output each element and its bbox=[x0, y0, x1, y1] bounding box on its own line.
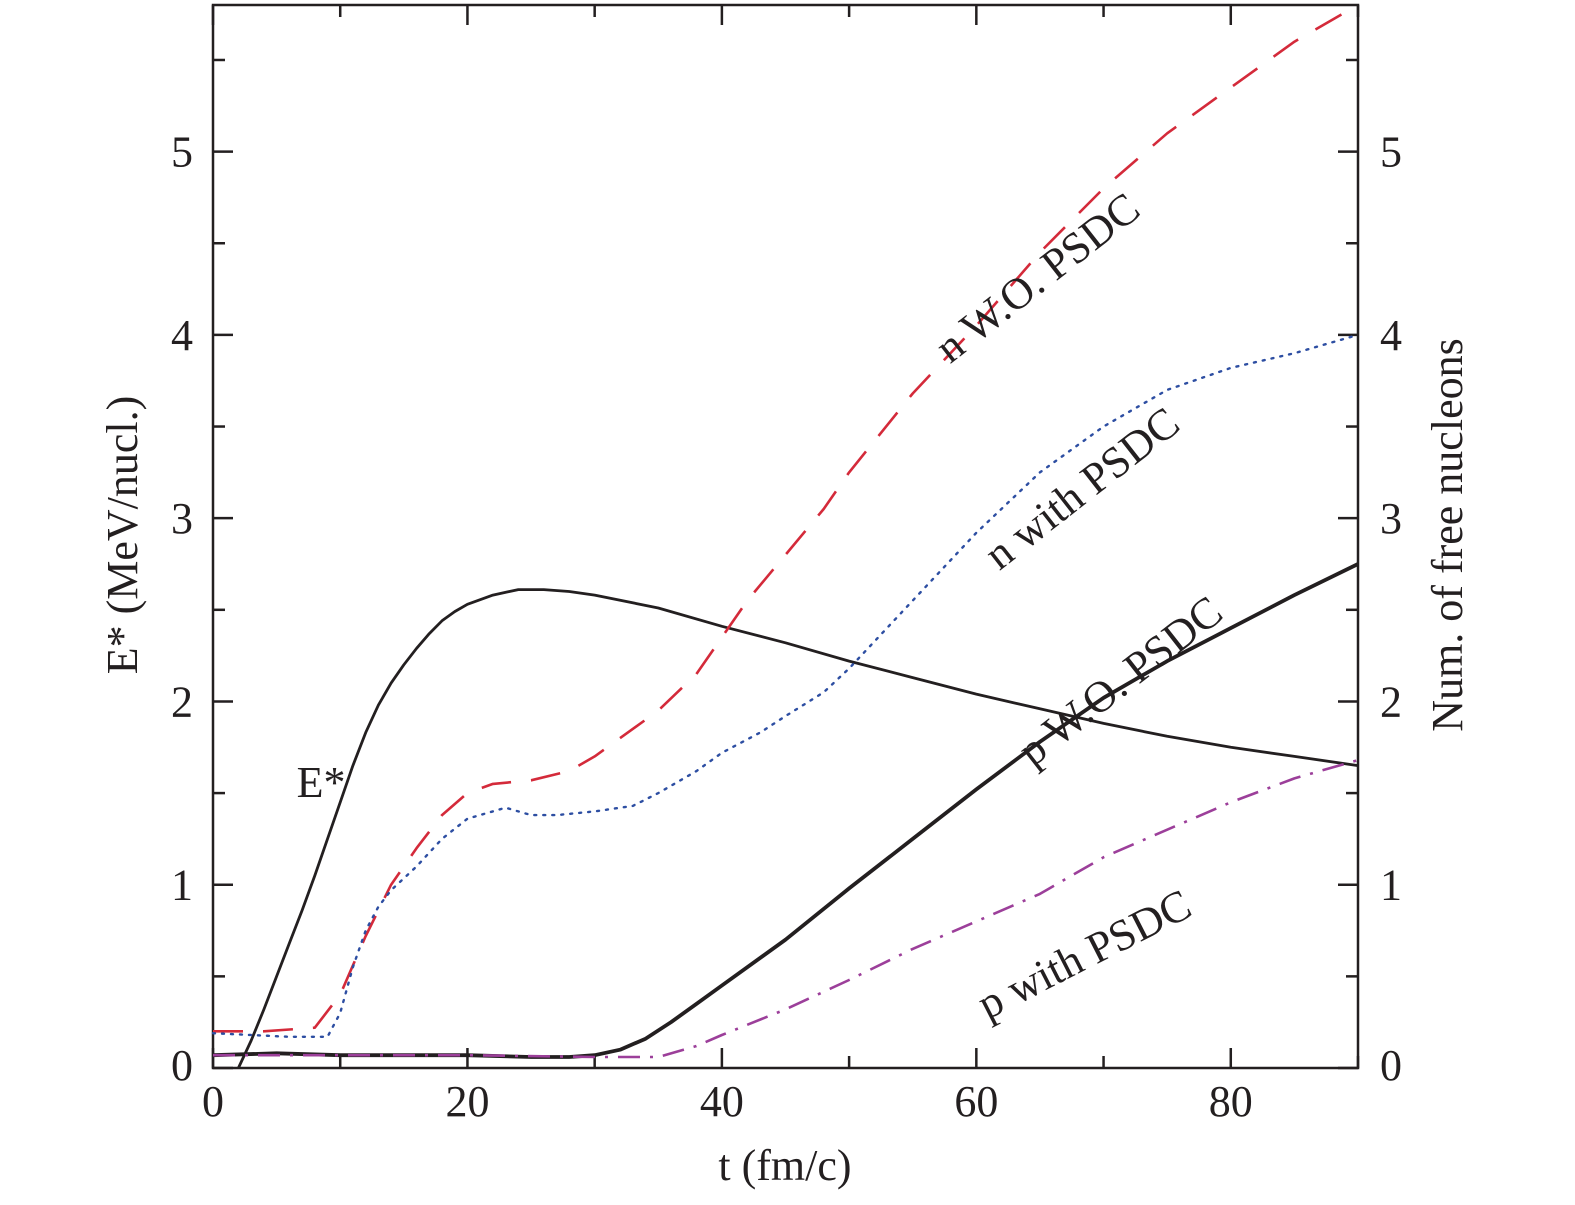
x-tick-label: 20 bbox=[445, 1077, 489, 1126]
left-y-tick-label: 2 bbox=[171, 677, 193, 726]
annotation-n-w-o-psdc: n W.O. PSDC bbox=[926, 183, 1149, 372]
right-y-tick-label: 0 bbox=[1380, 1041, 1402, 1090]
series-line-p-with-psdc bbox=[213, 758, 1359, 1059]
right-y-tick-label: 2 bbox=[1380, 677, 1402, 726]
annotation-p-w-o-psdc: p W.O. PSDC bbox=[1009, 586, 1232, 775]
x-axis-title: t (fm/c) bbox=[718, 1141, 851, 1190]
left-y-tick-label: 0 bbox=[171, 1041, 193, 1090]
x-tick-label: 0 bbox=[202, 1077, 224, 1126]
left-y-tick-label: 1 bbox=[171, 861, 193, 910]
plot-frame bbox=[211, 3, 1360, 1070]
x-tick-label: 80 bbox=[1209, 1077, 1253, 1126]
right-y-tick-label: 5 bbox=[1380, 128, 1402, 177]
right-y-tick-label: 3 bbox=[1380, 494, 1402, 543]
axis-ticks bbox=[211, 5, 1360, 1070]
plot-area-border bbox=[211, 3, 1360, 1070]
series-line-n-w-o-psdc bbox=[213, 3, 1359, 1033]
left-y-tick-label: 4 bbox=[171, 311, 193, 360]
x-tick-label: 60 bbox=[954, 1077, 998, 1126]
right-y-tick-label: 4 bbox=[1380, 311, 1402, 360]
annotation-n-with-psdc: n with PSDC bbox=[975, 398, 1188, 580]
left-y-tick-label: 3 bbox=[171, 494, 193, 543]
series-line-n-with-psdc bbox=[211, 333, 1360, 1038]
x-tick-label: 40 bbox=[700, 1077, 744, 1126]
series-lines bbox=[211, 3, 1360, 1069]
right-y-axis-title: Num. of free nucleons bbox=[1423, 338, 1472, 731]
annotation-e: E* bbox=[297, 758, 346, 807]
series-line-e bbox=[237, 588, 1359, 1069]
tick-labels: 0 20 40 60 800 01 12 23 34 45 5 bbox=[171, 128, 1402, 1126]
left-y-axis-title: E* (MeV/nucl.) bbox=[98, 396, 147, 675]
right-y-tick-label: 1 bbox=[1380, 861, 1402, 910]
left-y-tick-label: 5 bbox=[171, 128, 193, 177]
annotation-p-with-psdc: p with PSDC bbox=[970, 880, 1199, 1029]
